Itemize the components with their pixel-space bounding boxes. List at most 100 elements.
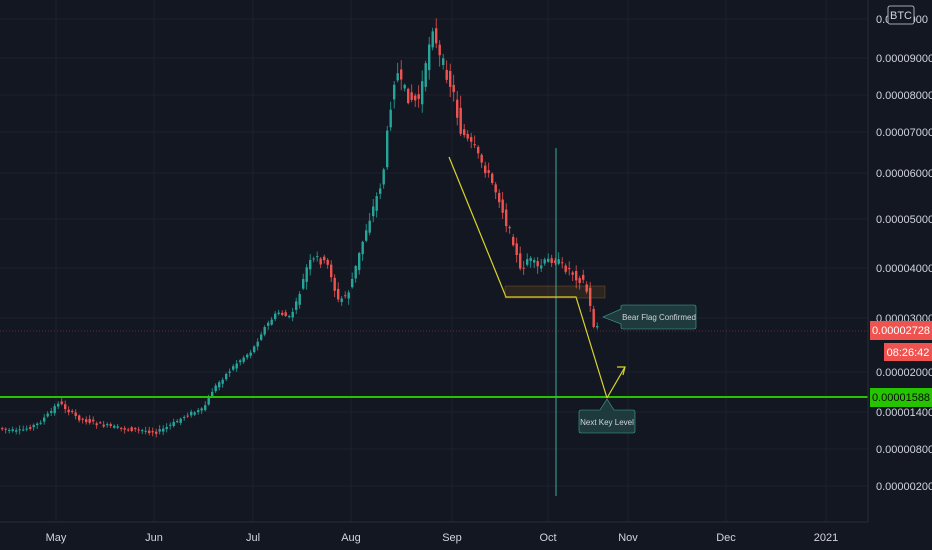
candle-body	[134, 428, 137, 430]
candle-body	[176, 421, 179, 423]
candle-body	[60, 401, 63, 405]
projection-arrow[interactable]	[606, 366, 626, 399]
candle-body	[550, 258, 553, 264]
price-tick-label: 0.00000200	[876, 481, 932, 493]
candle-body	[232, 366, 235, 370]
candle-body	[277, 312, 280, 314]
price-tick-label: 0.00006000	[876, 168, 932, 180]
price-tick-label: 0.00002000	[876, 367, 932, 379]
countdown-tag: 08:26:42	[884, 343, 932, 361]
candle-body	[319, 258, 322, 265]
candle-body	[50, 411, 53, 413]
candle-body	[179, 418, 182, 423]
candle-body	[543, 259, 546, 264]
candle-body	[589, 287, 592, 306]
candle-body	[554, 260, 557, 263]
candle-body	[470, 137, 473, 142]
time-tick-label: Jun	[145, 532, 163, 544]
candle-body	[102, 424, 105, 427]
time-tick-label: Dec	[716, 532, 736, 544]
bear-flag-callout[interactable]: Bear Flag Confirmed	[602, 304, 697, 330]
candle-body	[284, 312, 287, 316]
next-key-level-callout[interactable]: Next Key Level	[578, 398, 636, 434]
candle-body	[22, 429, 25, 431]
candle-body	[204, 405, 207, 411]
candle-body	[522, 267, 525, 269]
candle-body	[477, 146, 480, 154]
time-tick-label: Oct	[539, 532, 556, 544]
candle-body	[85, 419, 88, 423]
candle-body	[456, 99, 459, 118]
candle-body	[340, 298, 343, 303]
candle-body	[302, 279, 305, 289]
candle-body	[36, 423, 39, 426]
candle-body	[116, 426, 119, 428]
candle-body	[190, 411, 193, 416]
candle-body	[351, 278, 354, 288]
price-tick-label: 0.00004000	[876, 263, 932, 275]
candle-body	[596, 326, 599, 328]
price-tick-label: 0.00001400	[876, 407, 932, 419]
candle-body	[372, 206, 375, 217]
candle-body	[92, 419, 95, 422]
candle-body	[316, 256, 319, 258]
candle-body	[361, 241, 364, 255]
flag-zone[interactable]	[504, 285, 606, 299]
candle-body	[424, 63, 427, 87]
bear-flag-text: Bear Flag Confirmed	[622, 313, 696, 322]
candle-body	[382, 169, 385, 185]
price-axis[interactable]	[868, 0, 932, 522]
candle-body	[501, 199, 504, 213]
key-level-tag: 0.00001588	[870, 388, 932, 407]
price-tick-label: 0.00008000	[876, 90, 932, 102]
candle-body	[99, 422, 102, 424]
candle-body	[141, 430, 144, 432]
candle-body	[445, 69, 448, 80]
flag-pole-line[interactable]	[448, 156, 608, 399]
time-axis[interactable]	[0, 522, 932, 550]
time-tick-label: Sep	[442, 532, 462, 544]
candle-body	[435, 28, 438, 44]
symbol-badge[interactable]: BTC	[887, 5, 915, 25]
candle-body	[449, 70, 452, 87]
candle-body	[106, 424, 109, 426]
countdown-tag-text: 08:26:42	[887, 347, 930, 359]
candle-body	[368, 220, 371, 233]
candle-body	[221, 379, 224, 384]
last-price-tag: 0.00002728	[870, 321, 932, 340]
candle-body	[8, 429, 11, 431]
candle-body	[459, 107, 462, 134]
candle-body	[256, 341, 259, 347]
candle-body	[452, 84, 455, 93]
time-tick-label: Aug	[341, 532, 361, 544]
candle-body	[515, 243, 518, 256]
candle-body	[526, 259, 529, 265]
candle-body	[281, 312, 284, 315]
candle-body	[200, 408, 203, 411]
candle-body	[396, 73, 399, 81]
candle-body	[95, 423, 98, 426]
candle-body	[536, 261, 539, 267]
candle-body	[260, 334, 263, 340]
candle-body	[113, 425, 116, 428]
candle-body	[165, 426, 168, 430]
candle-body	[505, 209, 508, 227]
candle-body	[57, 403, 60, 407]
candle-body	[169, 424, 172, 426]
candle-body	[197, 410, 200, 413]
candle-body	[130, 427, 133, 431]
candle-body	[379, 188, 382, 194]
candle-body	[71, 411, 74, 413]
candle-body	[463, 129, 466, 136]
candle-body	[11, 429, 14, 431]
candle-body	[428, 44, 431, 71]
candle-body	[578, 278, 581, 284]
candle-body	[421, 81, 424, 105]
price-tick-label: 0.00005000	[876, 214, 932, 226]
candle-body	[253, 346, 256, 353]
candle-body	[207, 396, 210, 405]
time-tick-label: Nov	[618, 532, 638, 544]
candle-body	[193, 412, 196, 415]
